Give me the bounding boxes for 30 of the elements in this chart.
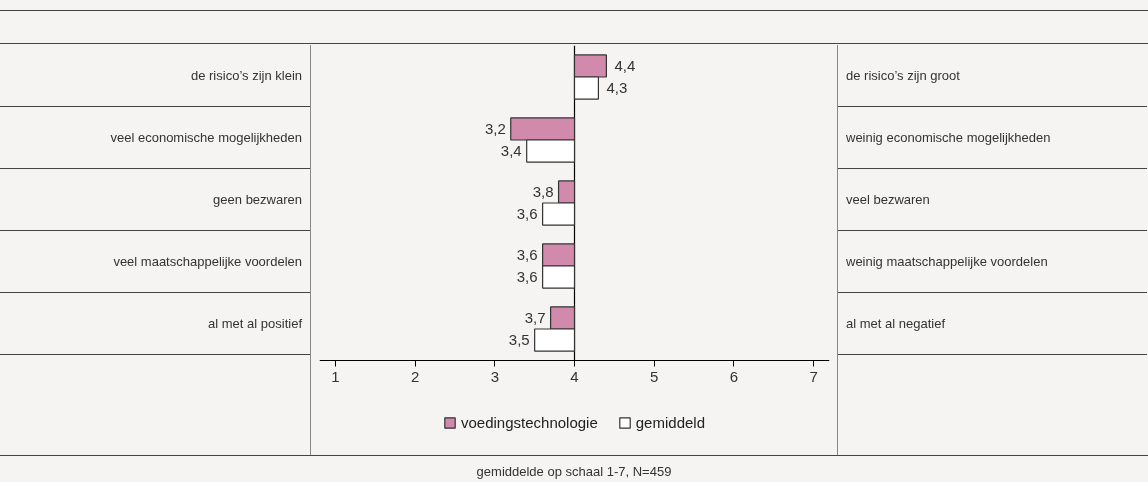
y-tick-label: geen bezwaren xyxy=(0,169,310,231)
x-tick-label: 3 xyxy=(490,367,499,385)
x-tick-label: 7 xyxy=(809,367,818,385)
x-tick-label: 4 xyxy=(570,367,579,385)
data-label: 3,2 xyxy=(484,119,506,137)
x-tick-label: 5 xyxy=(650,367,659,385)
data-label: 4,4 xyxy=(614,56,636,74)
y-tick-label: veel maatschappelijke voordelen xyxy=(0,231,310,293)
text: al met al negatief xyxy=(838,293,1147,355)
y-tick-label: de risico’s zijn klein xyxy=(0,45,310,107)
data-label: 3,6 xyxy=(516,205,538,223)
data-label: 3,7 xyxy=(524,308,546,326)
text: veel bezwaren xyxy=(838,169,1147,231)
text: gemiddelde op schaal 1-7, N=459 xyxy=(0,455,1148,480)
data-label: 3,6 xyxy=(516,268,538,286)
x-tick-label: 2 xyxy=(410,367,420,385)
data-label: 3,6 xyxy=(516,245,538,263)
data-label: 3,8 xyxy=(532,182,554,200)
x-tick-label: 6 xyxy=(729,367,739,385)
text: weinig maatschappelijke voordelen xyxy=(838,231,1147,293)
text: weinig economische mogelijkheden xyxy=(838,107,1147,169)
y-tick-label: veel economische mogelijkheden xyxy=(0,107,310,169)
data-label: 3,5 xyxy=(508,331,530,349)
x-tick-label: 1 xyxy=(331,367,340,385)
data-label: 4,3 xyxy=(606,79,628,97)
legend-label: gemiddeld xyxy=(635,414,705,431)
data-label: 3,4 xyxy=(500,142,522,160)
text: de risico’s zijn groot xyxy=(838,45,1147,107)
y-tick-label: al met al positief xyxy=(0,293,310,355)
legend-label: voedingstechnologie xyxy=(461,414,598,431)
